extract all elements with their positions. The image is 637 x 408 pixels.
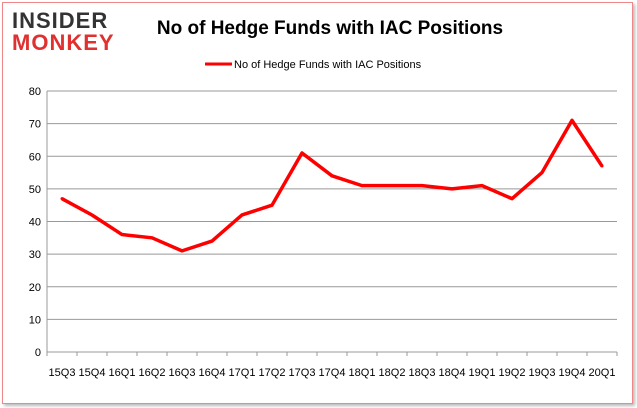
data-point — [270, 203, 274, 207]
data-point — [180, 249, 184, 253]
data-point — [420, 184, 424, 188]
legend: No of Hedge Funds with IAC Positions — [205, 59, 422, 71]
x-tick-label: 18Q2 — [379, 367, 406, 379]
data-point — [120, 233, 124, 237]
data-point — [90, 213, 94, 217]
x-tick-label: 19Q3 — [529, 367, 556, 379]
x-tick-label: 17Q3 — [289, 367, 316, 379]
y-tick-label: 50 — [29, 184, 41, 196]
x-tick-label: 18Q3 — [409, 367, 436, 379]
y-tick-label: 60 — [29, 151, 41, 163]
logo-line2: MONKEY — [12, 30, 115, 55]
data-point — [480, 184, 484, 188]
x-tick-label: 19Q2 — [499, 367, 526, 379]
chart-frame — [2, 2, 633, 404]
data-point — [390, 184, 394, 188]
x-tick-label: 16Q3 — [169, 367, 196, 379]
logo: INSIDER MONKEY — [12, 8, 115, 55]
logo-line1: INSIDER — [12, 8, 108, 33]
data-point — [540, 171, 544, 175]
x-tick-label: 19Q4 — [559, 367, 586, 379]
x-tick-label: 19Q1 — [469, 367, 496, 379]
x-tick-label: 17Q2 — [259, 367, 286, 379]
series-line — [61, 118, 604, 253]
data-point — [450, 187, 454, 191]
x-tick-label: 15Q4 — [79, 367, 106, 379]
x-tick-label: 17Q1 — [229, 367, 256, 379]
data-point — [330, 174, 334, 178]
data-point — [240, 213, 244, 217]
y-tick-label: 40 — [29, 217, 41, 229]
x-tick-label: 16Q2 — [139, 367, 166, 379]
x-tick-label: 16Q4 — [199, 367, 226, 379]
data-point — [150, 236, 154, 240]
x-tick-label: 18Q1 — [349, 367, 376, 379]
data-point — [300, 151, 304, 155]
x-tick-label: 16Q1 — [109, 367, 136, 379]
data-point — [210, 239, 214, 243]
y-tick-label: 30 — [29, 249, 41, 261]
data-point — [60, 197, 64, 201]
legend-label: No of Hedge Funds with IAC Positions — [234, 59, 422, 71]
x-tick-label: 20Q1 — [589, 367, 616, 379]
y-tick-label: 80 — [29, 86, 41, 98]
data-point — [360, 184, 364, 188]
y-tick-label: 20 — [29, 282, 41, 294]
data-point — [600, 164, 604, 168]
x-tick-label: 15Q3 — [49, 367, 76, 379]
data-point — [570, 118, 574, 122]
x-tick-label: 18Q4 — [439, 367, 466, 379]
y-tick-label: 10 — [29, 314, 41, 326]
x-tick-label: 17Q4 — [319, 367, 346, 379]
data-point — [510, 197, 514, 201]
y-tick-label: 70 — [29, 119, 41, 131]
y-tick-label: 0 — [35, 347, 41, 359]
chart-title: No of Hedge Funds with IAC Positions — [157, 18, 503, 39]
